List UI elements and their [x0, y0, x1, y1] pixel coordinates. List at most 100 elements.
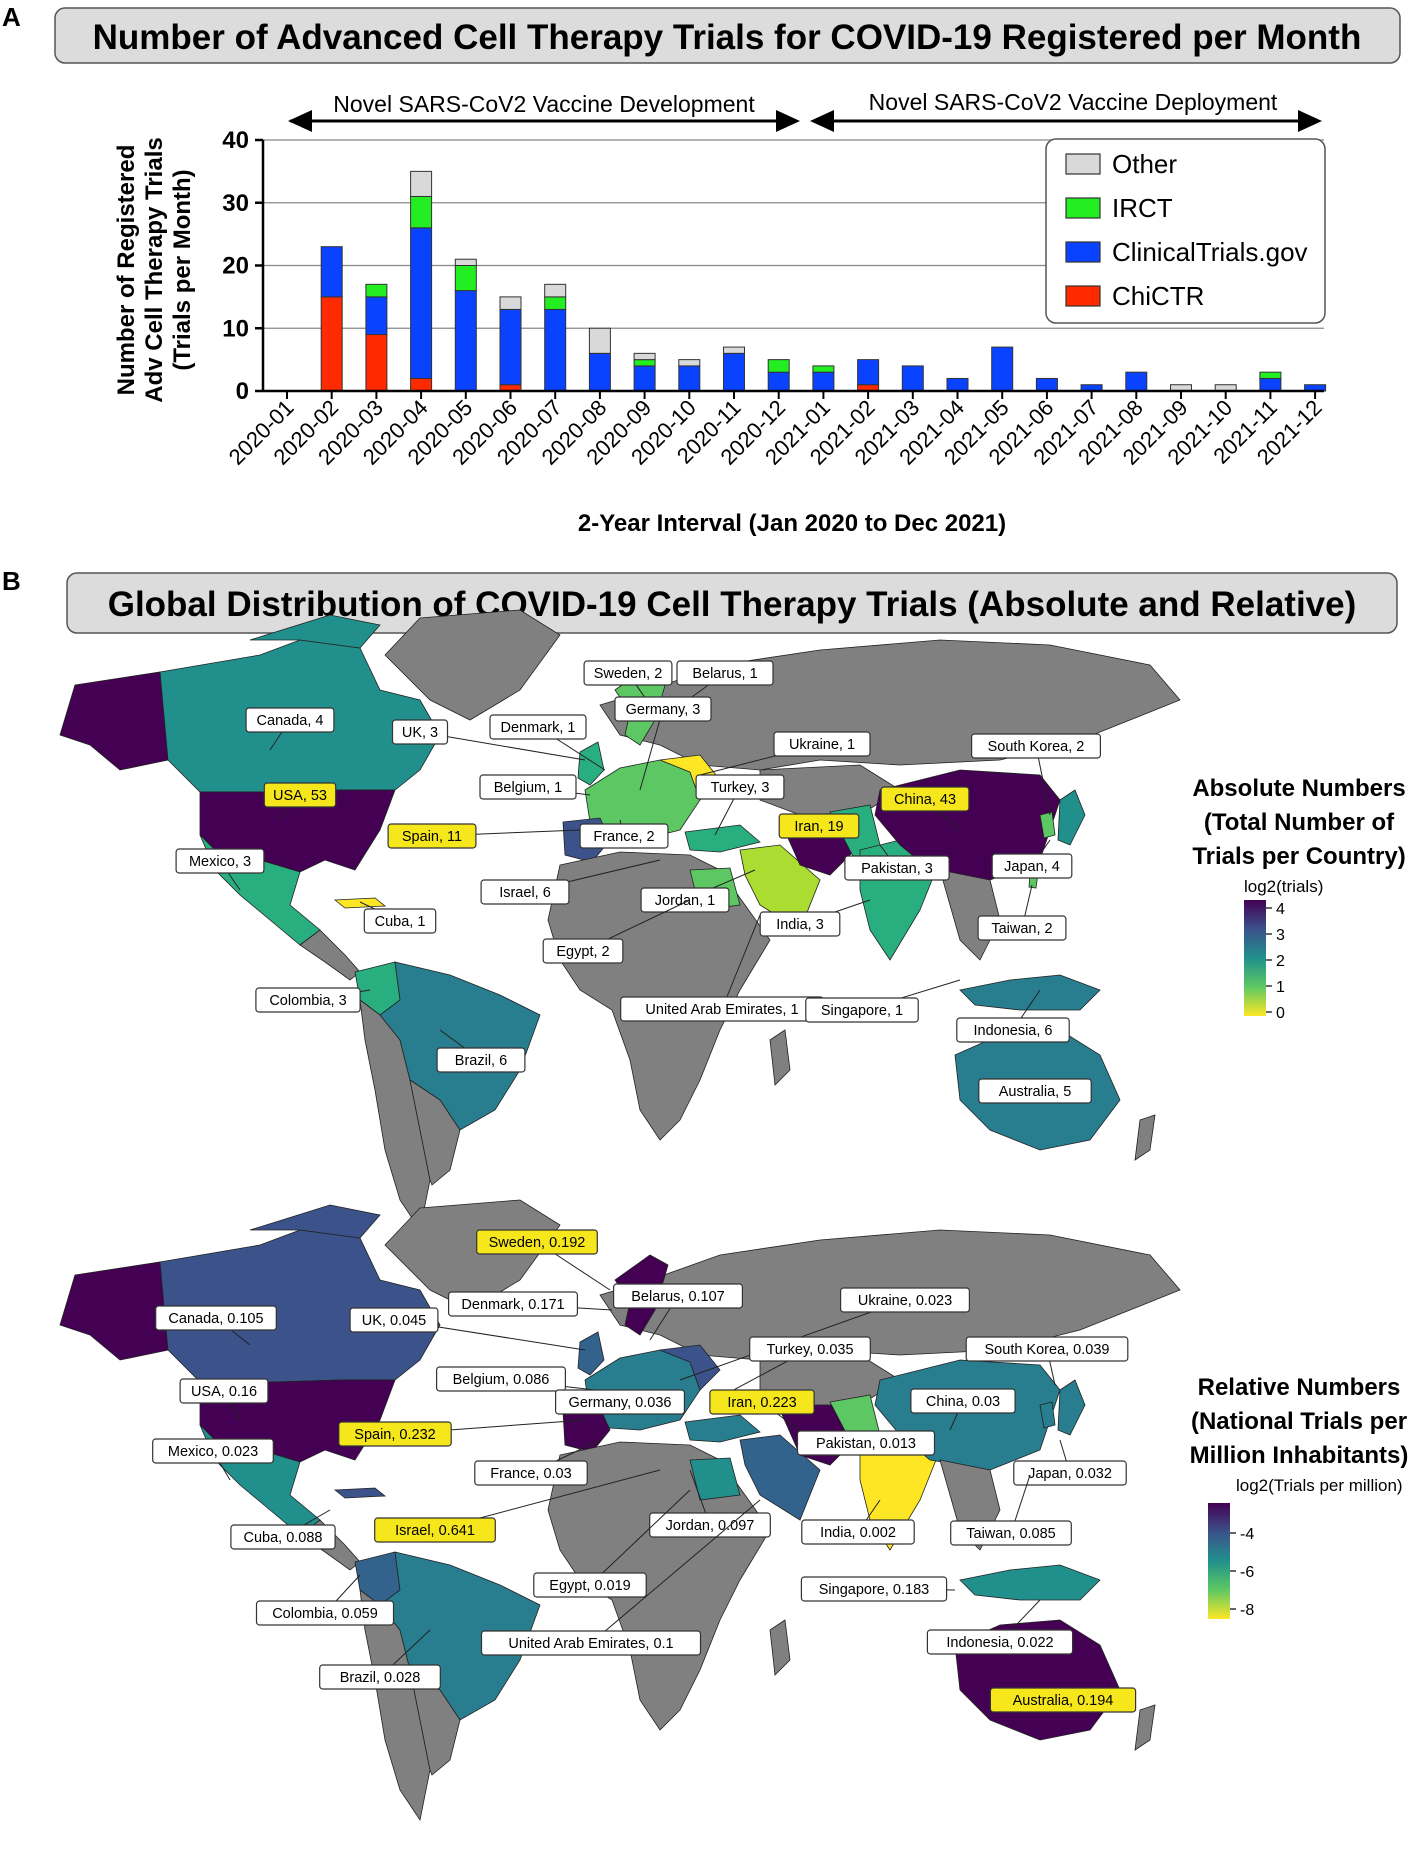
country-label-box	[363, 908, 437, 934]
chart-bars	[320, 170, 1327, 392]
chart-legend: Other IRCT ClinicalTrials.gov ChiCTR	[1045, 138, 1326, 324]
country-label-box	[970, 733, 1101, 759]
country-label-box	[956, 1017, 1070, 1043]
country-label-box	[374, 1517, 496, 1543]
bar-irct-2020-09	[633, 359, 656, 367]
country-label: Israel, 6	[499, 885, 551, 901]
bar-clinicaltrials-gov-2020-07	[544, 308, 567, 392]
country-label-box	[950, 1520, 1072, 1546]
country-shape-southern-cone	[409, 1079, 461, 1186]
y-tick-label: 20	[222, 253, 249, 280]
country-label-box	[542, 938, 624, 964]
legend-swatch-clinicaltrials-gov	[1065, 241, 1101, 263]
country-label-box	[844, 855, 950, 881]
absolute-scale-variable: log2(trials)	[1244, 877, 1323, 896]
country-shape-egypt	[689, 1457, 741, 1501]
country-label-box	[612, 1283, 743, 1309]
country-label: Turkey, 0.035	[766, 1342, 853, 1358]
country-label-box	[255, 1600, 395, 1626]
country-label: United Arab Emirates, 1	[645, 1002, 798, 1018]
bar-other-2020-08	[588, 327, 611, 354]
country-label-box	[448, 1291, 579, 1317]
bar-clinicaltrials-gov-2021-11	[1259, 377, 1282, 392]
scale-tick-label: 4	[1276, 901, 1285, 918]
country-label: Australia, 5	[999, 1084, 1072, 1100]
x-axis-title: 2-Year Interval (Jan 2020 to Dec 2021)	[578, 510, 1006, 537]
development-arrow-left-tip	[288, 110, 312, 132]
bar-clinicaltrials-gov-2021-02	[857, 359, 880, 386]
country-shape-madagascar	[769, 1029, 791, 1086]
y-tick-label: 40	[222, 127, 249, 154]
country-label-box	[175, 848, 265, 874]
bar-other-2020-10	[678, 359, 701, 367]
country-label-box	[926, 1629, 1074, 1655]
y-tick-label: 0	[236, 378, 249, 405]
country-label-box	[839, 1287, 970, 1313]
country-label-box	[391, 719, 449, 745]
country-label-box	[436, 1047, 526, 1073]
scale-tick-label: -4	[1240, 1526, 1254, 1543]
bar-clinicaltrials-gov-2021-04	[946, 377, 969, 392]
country-label: Pakistan, 0.013	[816, 1436, 916, 1452]
panel-b-title-box	[66, 572, 1398, 634]
bar-irct-2020-07	[544, 296, 567, 310]
label-leader-line	[590, 1499, 761, 1644]
bar-clinicaltrials-gov-2020-11	[723, 352, 745, 392]
country-label: USA, 0.16	[191, 1384, 257, 1400]
panel-a-title-box	[54, 7, 1401, 64]
absolute-map-land	[59, 609, 1181, 1232]
panel-a-letter: A	[2, 2, 21, 32]
country-label: Ukraine, 0.023	[858, 1293, 952, 1309]
absolute-scale-title-3: Trials per Country)	[1192, 843, 1405, 870]
country-shape-uk	[577, 1331, 605, 1376]
scale-tick-label: -8	[1240, 1602, 1254, 1619]
y-axis-title-line-2: Adv Cell Therapy Trials	[141, 137, 168, 402]
country-label-box	[245, 707, 335, 733]
country-shape-southern-cone	[409, 1669, 461, 1776]
country-label-box	[991, 853, 1073, 879]
bar-other-2020-07	[544, 283, 567, 298]
country-label-box	[709, 1389, 815, 1415]
country-label: Sweden, 0.192	[489, 1235, 586, 1251]
scale-tick-label: 0	[1276, 1005, 1285, 1022]
country-label-box	[387, 823, 477, 849]
absolute-map: Sweden, 2 Belarus, 1 Canada, 4 UK, 3 Denmark…	[59, 609, 1181, 1232]
development-label: Novel SARS-CoV2 Vaccine Development	[333, 91, 755, 117]
country-shape-africa	[547, 851, 771, 1141]
country-label: Cuba, 0.088	[243, 1530, 322, 1546]
country-label-box	[649, 1512, 771, 1538]
country-label: China, 43	[894, 792, 956, 808]
country-label-box	[695, 774, 785, 800]
country-label-box	[480, 1630, 702, 1656]
country-label-box	[800, 1576, 948, 1602]
country-shape-middle-east	[739, 1434, 821, 1521]
country-label: Israel, 0.641	[395, 1523, 475, 1539]
country-label: India, 0.002	[820, 1525, 896, 1541]
country-label: Denmark, 0.171	[461, 1297, 564, 1313]
country-label: Taiwan, 2	[991, 921, 1052, 937]
country-label: Brazil, 0.028	[340, 1670, 421, 1686]
bar-clinicaltrials-gov-2021-06	[1035, 377, 1058, 392]
country-shape-turkey	[684, 1414, 761, 1443]
country-label: Indonesia, 0.022	[946, 1635, 1053, 1651]
bar-clinicaltrials-gov-2021-08	[1125, 371, 1148, 392]
country-label: Singapore, 1	[821, 1003, 903, 1019]
country-label-box	[474, 1460, 588, 1486]
bar-clinicaltrials-gov-2020-03	[365, 296, 388, 336]
country-label-box	[805, 997, 919, 1023]
country-label: Spain, 0.232	[354, 1427, 435, 1443]
country-label: Turkey, 3	[711, 780, 770, 796]
country-label: Pakistan, 3	[861, 861, 933, 877]
country-label: USA, 53	[273, 788, 327, 804]
bar-clinicaltrials-gov-2020-06	[499, 308, 522, 386]
country-label: Germany, 0.036	[569, 1395, 672, 1411]
country-label-box	[579, 823, 669, 849]
development-arrow-right-tip	[776, 110, 800, 132]
country-label-box	[773, 731, 871, 757]
country-label: Belarus, 1	[692, 666, 757, 682]
country-label: Mexico, 0.023	[168, 1444, 258, 1460]
scale-tick-label: 3	[1276, 927, 1285, 944]
label-leader-line	[639, 708, 664, 791]
deployment-label: Novel SARS-CoV2 Vaccine Deployment	[869, 89, 1278, 115]
panel-a-title: Number of Advanced Cell Therapy Trials f…	[93, 18, 1362, 57]
